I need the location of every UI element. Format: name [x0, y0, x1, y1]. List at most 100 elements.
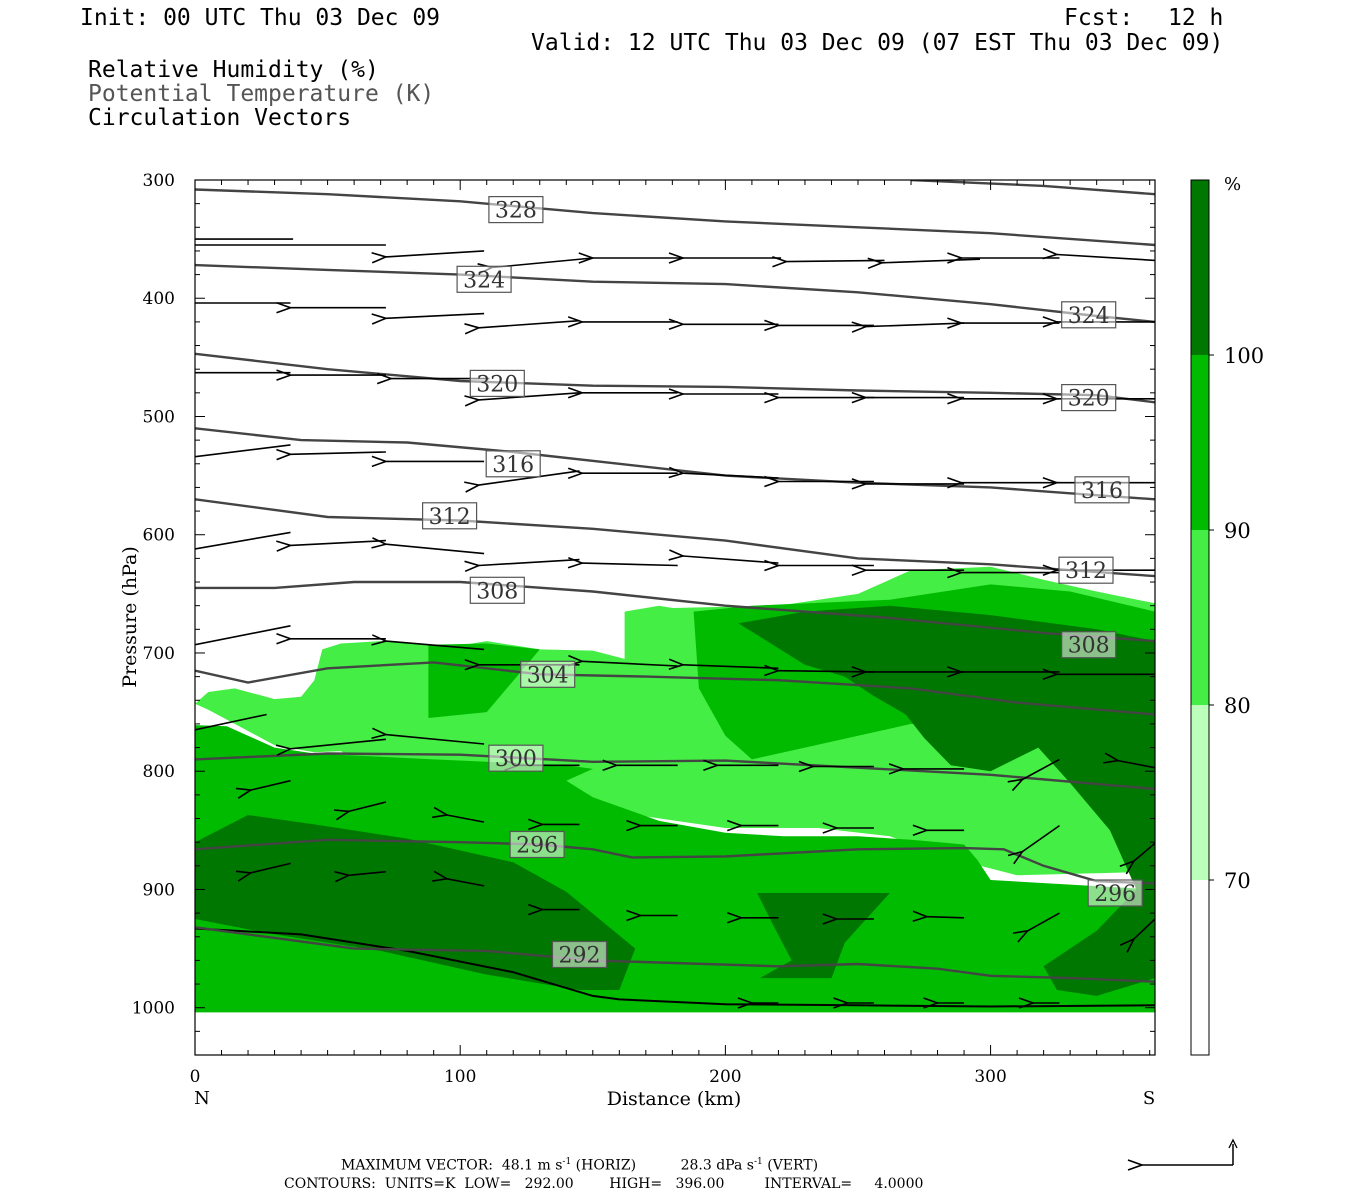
theta-contour-300-3	[195, 752, 1155, 791]
y-tick-1000: 1000	[132, 999, 175, 1019]
vector-arrow-69	[1118, 761, 1155, 769]
svg-text:308: 308	[476, 579, 518, 604]
svg-text:328: 328	[495, 199, 537, 224]
vector-arrow-82	[447, 879, 485, 887]
theta-label-320-4: 320	[1061, 384, 1117, 412]
vector-arrow-87	[927, 917, 965, 918]
colorbar: 100 90 80 70	[1190, 179, 1264, 1056]
theta-contour-324-9	[195, 263, 1155, 324]
field-label-vectors: Circulation Vectors	[88, 105, 352, 131]
svg-text:308: 308	[1068, 634, 1110, 659]
vector-arrow-54	[582, 661, 678, 667]
theta-label-292-15: 292	[551, 940, 608, 969]
y-tick-700: 700	[143, 644, 175, 664]
svg-text:296: 296	[1094, 882, 1136, 907]
theta-label-324-1: 324	[456, 265, 512, 293]
vector-arrow-17	[866, 323, 965, 327]
vector-arrow-30	[195, 444, 291, 457]
theta-contour-312-6	[195, 498, 1155, 578]
colorbar-swatch-70	[1191, 705, 1209, 880]
theta-contour-308-5	[195, 580, 1155, 643]
reference-vector-icon	[1142, 1138, 1238, 1165]
vector-arrow-60	[195, 713, 267, 730]
x-end-label-south: S	[1143, 1088, 1155, 1109]
vector-arrow-70	[251, 779, 291, 790]
y-tick-600: 600	[143, 526, 175, 546]
vector-arrow-79	[1134, 842, 1155, 861]
axes: 300 400 500 600 700 800 900 1000 0 100 200 300	[132, 171, 1155, 1087]
x-end-label-north: N	[194, 1088, 210, 1109]
svg-text:324: 324	[463, 268, 505, 293]
forecast-label: Fcst:	[1064, 5, 1134, 31]
theta-label-304-11: 304	[520, 660, 576, 688]
theta-contour-328-10	[195, 188, 1155, 247]
vector-arrow-6	[786, 260, 885, 261]
vector-arrow-33	[479, 470, 580, 485]
svg-text:292: 292	[559, 944, 601, 969]
init-time: Init: 00 UTC Thu 03 Dec 09	[80, 5, 441, 31]
colorbar-unit: %	[1224, 174, 1241, 195]
theta-contour-296-2	[195, 838, 1155, 885]
theta-label-316-5: 316	[485, 450, 541, 478]
theta-contour-labels: 328 324 324 320 320 316 316 312 312 308 308 304 300 2…	[422, 196, 1143, 969]
forecast-hour: 12 h	[1168, 5, 1224, 31]
theta-label-308-10: 308	[1061, 631, 1117, 659]
vector-arrow-45	[683, 556, 779, 564]
y-tick-500: 500	[143, 408, 175, 428]
field-label-theta: Potential Temperature (K)	[88, 81, 435, 107]
vector-arrow-41	[291, 539, 386, 546]
vector-arrow-35	[683, 473, 779, 479]
vector-arrow-62	[386, 735, 485, 745]
svg-text:300: 300	[495, 747, 537, 772]
vector-arrow-71	[349, 801, 387, 811]
theta-label-296-13: 296	[509, 830, 565, 859]
vector-arrow-68	[1022, 758, 1060, 779]
vector-arrow-23	[479, 392, 580, 400]
vector-arrow-2	[386, 250, 485, 257]
colorbar-swatch-80	[1191, 530, 1209, 705]
rh-region-100-4	[195, 815, 636, 990]
colorbar-swatch-60	[1191, 880, 1209, 1055]
vector-arrow-80	[251, 862, 291, 873]
field-label-rh: Relative Humidity (%)	[88, 57, 379, 83]
theta-label-300-12: 300	[488, 744, 544, 772]
svg-text:312: 312	[1065, 559, 1107, 584]
vector-arrow-88	[1028, 912, 1060, 931]
svg-text:296: 296	[516, 834, 558, 859]
plot-frame	[194, 179, 1156, 1056]
colorbar-swatch-100	[1191, 180, 1209, 355]
vector-arrow-52	[386, 641, 485, 651]
y-tick-900: 900	[143, 881, 175, 901]
x-tick-0: 0	[190, 1067, 201, 1087]
vector-arrow-81	[349, 872, 386, 876]
theta-contour-320-8	[195, 352, 1155, 404]
svg-text:324: 324	[1068, 304, 1110, 329]
y-tick-400: 400	[143, 289, 175, 309]
colorbar-label-70: 70	[1224, 869, 1251, 893]
theta-label-308-9: 308	[469, 576, 525, 604]
svg-text:316: 316	[1081, 479, 1123, 504]
vector-arrow-12	[386, 312, 485, 319]
y-tick-800: 800	[143, 762, 175, 782]
vector-arrow-50	[195, 625, 291, 645]
svg-text:312: 312	[429, 505, 471, 530]
x-tick-200: 200	[709, 1067, 741, 1087]
vector-arrow-78	[1022, 824, 1060, 852]
vector-arrow-61	[291, 738, 386, 749]
x-tick-300: 300	[974, 1067, 1006, 1087]
svg-text:304: 304	[527, 663, 569, 688]
colorbar-label-90: 90	[1224, 519, 1251, 543]
vector-arrow-13	[479, 319, 580, 328]
theta-contour-316-7	[195, 427, 1155, 501]
theta-label-312-8: 312	[1058, 556, 1114, 584]
valid-time: Valid: 12 UTC Thu 03 Dec 09 (07 EST Thu …	[531, 30, 1224, 56]
vector-arrow-7	[882, 259, 981, 263]
theta-label-312-7: 312	[422, 502, 478, 530]
vector-arrow-43	[479, 558, 580, 566]
svg-text:320: 320	[476, 372, 518, 397]
vector-arrow-9	[1057, 255, 1155, 262]
theta-contour-304-4	[195, 661, 1155, 716]
rh-region-100-6	[757, 893, 890, 979]
vector-arrow-89	[1134, 918, 1155, 939]
x-tick-100: 100	[444, 1067, 476, 1087]
